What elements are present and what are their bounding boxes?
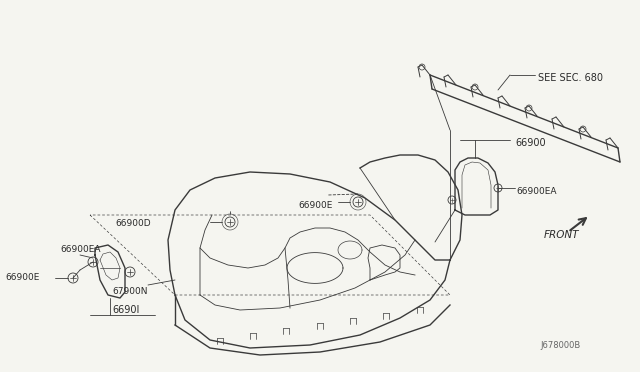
Text: 66900EA: 66900EA <box>60 246 100 254</box>
Text: 66900E: 66900E <box>5 273 40 282</box>
Text: 66900E: 66900E <box>298 201 332 209</box>
Text: 6690I: 6690I <box>112 305 140 315</box>
Text: 67900N: 67900N <box>112 288 147 296</box>
Text: SEE SEC. 680: SEE SEC. 680 <box>538 73 603 83</box>
Text: FRONT: FRONT <box>544 230 579 240</box>
Text: 66900: 66900 <box>515 138 546 148</box>
Text: 66900D: 66900D <box>115 218 150 228</box>
Text: 66900EA: 66900EA <box>516 186 557 196</box>
Text: J678000B: J678000B <box>540 340 580 350</box>
